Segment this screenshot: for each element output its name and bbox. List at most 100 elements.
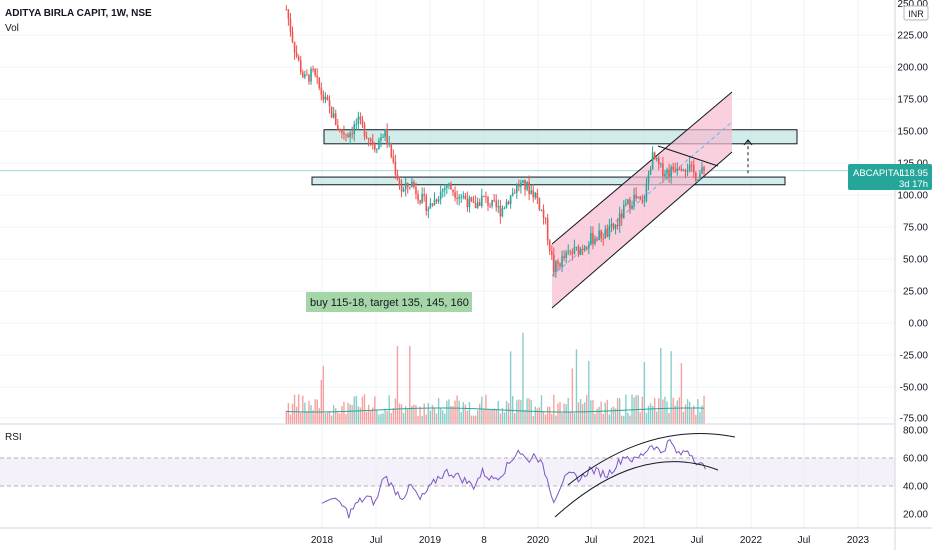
volume-bar [530,399,532,424]
volume-bar [460,412,462,424]
volume-bar [581,404,584,424]
candle-body [462,195,465,197]
volume-bar [664,396,666,424]
volume-bar [505,400,508,424]
volume-bar [573,413,576,424]
volume-bar [341,406,343,424]
candle-body [380,137,382,141]
candle-body [435,199,438,202]
candle-body [631,205,633,209]
volume-bar [555,415,557,424]
candle-body [565,252,567,258]
candle-body [561,256,563,267]
candle-body [610,224,613,226]
volume-bar [402,412,405,424]
candle-body [369,138,372,141]
rsi-upper-arc[interactable] [567,432,736,486]
volume-bar [429,410,432,424]
candle-body [590,233,592,245]
volume-bar [378,414,380,424]
volume-bar [306,411,308,424]
currency-badge [903,5,929,21]
candle-body [674,169,677,172]
candle-body [355,123,358,125]
rsi-lower-arc[interactable] [554,461,719,518]
candle-body [515,184,518,193]
candle-body [361,119,364,125]
volume-bar [518,399,520,424]
candle-body [341,129,343,133]
candle-body [501,208,504,217]
volume-bar [415,405,417,424]
support-resistance-zone[interactable] [311,176,786,186]
candle-body [682,170,685,172]
candle-body [326,96,329,101]
volume-bar [355,395,357,424]
volume-bar [479,403,481,424]
volume-bar [703,395,705,424]
volume-bar [394,398,397,424]
channel-upper-line[interactable] [551,91,733,245]
volume-bar [641,396,644,424]
currency-label: INR [908,9,924,19]
candle-body [538,198,541,210]
candle-body [680,168,683,171]
rsi-line [321,438,706,519]
volume-bar [583,402,586,424]
candle-body [351,133,353,135]
volume-bar [600,401,602,424]
volume-bar [549,406,551,424]
volume-bar [495,409,497,424]
candle-body [622,205,625,219]
candle-body [396,174,399,180]
candle-body [322,94,325,100]
candle-body [606,229,609,237]
candle-body [481,195,483,206]
volume-bar [300,412,302,424]
annotation-box[interactable] [306,292,472,312]
candle-body [509,195,512,205]
last-price-value: 118.95 [900,168,928,179]
volume-bar [409,345,411,424]
candle-body [339,129,341,131]
volume-bar [466,410,469,424]
volume-bar [553,394,555,424]
candle-body [550,251,553,255]
candle-body [536,192,539,199]
volume-bar [396,346,399,424]
volume-bar [487,409,489,424]
candle-body [579,248,582,255]
price-tick-label: 0.00 [909,319,929,330]
volume-bar [357,406,360,424]
volume-bar [439,408,442,424]
volume-bar [302,395,304,424]
volume-bar [534,406,537,424]
candle-body [672,166,674,170]
flag-upper-line[interactable] [657,145,719,167]
candle-body [460,196,463,198]
last-price-tag[interactable] [848,164,932,190]
volume-bar [293,394,296,424]
candle-body [306,74,308,76]
volume-bar [645,412,648,424]
volume-bar [590,400,592,424]
volume-bar [618,398,621,424]
candle-body [596,239,598,241]
candle-body [365,136,368,138]
volume-bar [353,396,355,424]
candle-body [676,168,679,172]
volume-bar [384,409,386,424]
candle-body [553,254,555,273]
volume-bar [511,395,514,424]
candle-body [649,169,652,175]
candle-body [588,244,590,249]
volume-bar [693,405,695,424]
candle-body [520,182,522,187]
candle-body [392,156,395,162]
volume-bar [647,405,650,424]
candle-body [371,140,374,145]
volume-bar [542,411,545,424]
candle-body [388,143,391,145]
channel-lower-line[interactable] [551,151,733,309]
volume-bar [454,400,456,424]
